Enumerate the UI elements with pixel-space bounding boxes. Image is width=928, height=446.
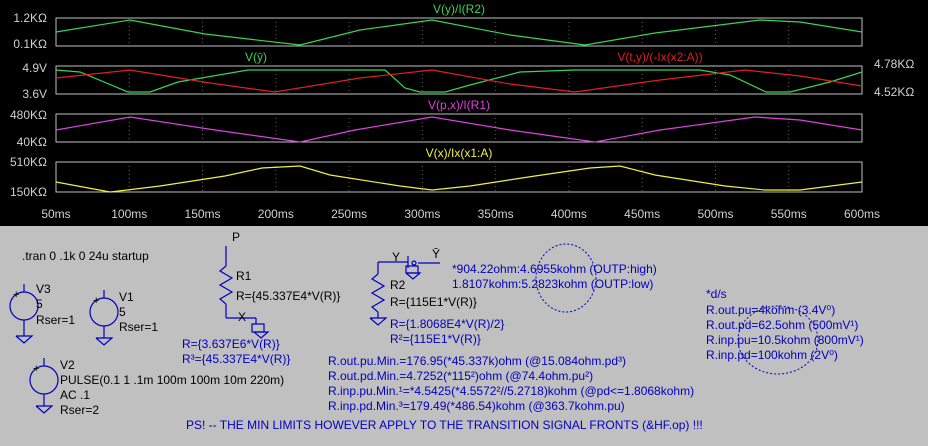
r1-symbol[interactable] bbox=[218, 246, 270, 339]
ds-line-5[interactable]: R.inp.pd=100kohm (2V⁰) bbox=[706, 348, 838, 362]
pane2-trace-label-left[interactable]: V(ӯ) bbox=[245, 50, 267, 64]
x-tick-label: 400ms bbox=[551, 207, 587, 221]
x-tick-label: 250ms bbox=[331, 207, 367, 221]
pane1-ybot-label: 0.1KΩ bbox=[13, 37, 47, 51]
x-tick-label: 550ms bbox=[771, 207, 807, 221]
x-axis-ticks: 50ms 100ms 150ms 200ms 250ms 300ms 350ms 400ms 4… bbox=[41, 207, 880, 221]
min-line-2[interactable]: R.out.pd.Min.=4.7252(*115²)ohm (@74.4ohm… bbox=[328, 369, 594, 383]
v3-value[interactable]: 5 bbox=[36, 297, 43, 311]
outp-highlight-ellipse bbox=[535, 243, 597, 313]
ds-line-4[interactable]: R.inp.pu=10.5kohm (800mV¹) bbox=[706, 333, 864, 347]
r2-name[interactable]: R2 bbox=[390, 278, 406, 292]
plot-svg: V(y)/I(R2) V(ӯ) V(t,y)/(-Ix(x2:A)) V(p,x… bbox=[10, 2, 914, 221]
pane1-ytop-label: 1.2KΩ bbox=[13, 11, 47, 25]
v1-plus-mark: + bbox=[93, 295, 99, 307]
pane2-ybot-label: 3.6V bbox=[22, 87, 47, 101]
v2-rser[interactable]: Rser=2 bbox=[60, 403, 100, 417]
trace-vy-over-ir2[interactable] bbox=[55, 19, 863, 46]
v2-name[interactable]: V2 bbox=[60, 358, 75, 372]
r1-name[interactable]: R1 bbox=[236, 269, 252, 283]
v3-rser[interactable]: Rser=1 bbox=[36, 313, 76, 327]
v2-symbol[interactable] bbox=[29, 358, 59, 414]
x-tick-label: 200ms bbox=[258, 207, 294, 221]
r1-expr1[interactable]: R={3.637E6*V(R)} bbox=[182, 337, 280, 351]
ds-line-3[interactable]: R.out.pd=62.5ohm (500mV¹) bbox=[706, 318, 859, 332]
node-x-label: X bbox=[238, 310, 247, 324]
min-line-3[interactable]: R.inp.pu.Min.¹=*4.5425(*4.5572²//5.2718)… bbox=[328, 384, 695, 398]
v1-value[interactable]: 5 bbox=[119, 305, 126, 319]
r2-symbol[interactable] bbox=[369, 256, 440, 326]
ds-line-2[interactable]: R.out.pu=4kohm (3.4V⁰) bbox=[706, 303, 836, 317]
trace-vty-over-ix2[interactable] bbox=[55, 69, 863, 93]
outp-line-1[interactable]: *904.22ohm:4.6955kohm (OUTP:high) bbox=[452, 262, 657, 276]
v1-symbol[interactable] bbox=[89, 290, 119, 346]
pane1-trace-label[interactable]: V(y)/I(R2) bbox=[433, 2, 485, 16]
r2-expr1[interactable]: R={1.8068E4*V(R)/2} bbox=[390, 317, 505, 331]
pane2-ybot-right-label: 4.52KΩ bbox=[874, 85, 914, 99]
trace-v-ybar[interactable] bbox=[55, 69, 863, 93]
pane2-trace-label-right[interactable]: V(t,y)/(-Ix(x2:A)) bbox=[617, 50, 702, 64]
v3-plus-mark: + bbox=[13, 289, 19, 301]
v2-plus-mark: + bbox=[33, 363, 39, 375]
node-p-label: P bbox=[232, 230, 241, 244]
ds-highlight-ellipse bbox=[737, 305, 819, 375]
r1-expr2[interactable]: R³={45.337E4*V(R)} bbox=[182, 352, 291, 366]
x-tick-label: 100ms bbox=[111, 207, 147, 221]
node-y-label: Y bbox=[392, 250, 401, 264]
x-tick-label: 500ms bbox=[697, 207, 733, 221]
v2-value[interactable]: PULSE(0.1 1 .1m 100m 100m 10m 220m) bbox=[60, 373, 285, 387]
v1-rser[interactable]: Rser=1 bbox=[119, 320, 159, 334]
r2-value[interactable]: R={115E1*V(R)} bbox=[390, 295, 477, 309]
trace-vpx-over-ir1[interactable] bbox=[55, 116, 863, 143]
node-ybar-label: Ȳ bbox=[432, 247, 441, 261]
pane2-ytop-right-label: 4.78KΩ bbox=[874, 57, 914, 71]
v3-symbol[interactable] bbox=[9, 284, 39, 344]
x-tick-label: 300ms bbox=[404, 207, 440, 221]
min-line-1[interactable]: R.out.pu.Min.=176.95(*45.337k)ohm (@15.0… bbox=[328, 354, 627, 368]
pane4-ybot-label: 150KΩ bbox=[10, 185, 47, 199]
pane4-trace-label[interactable]: V(x)/Ix(x1:A) bbox=[426, 146, 493, 160]
tran-directive[interactable]: .tran 0 .1k 0 24u startup bbox=[22, 249, 149, 263]
x-tick-label: 600ms bbox=[844, 207, 880, 221]
x-tick-label: 50ms bbox=[41, 207, 70, 221]
ds-line-1[interactable]: *d/s bbox=[706, 287, 727, 301]
v3-name[interactable]: V3 bbox=[36, 282, 51, 296]
pane4-ytop-label: 510KΩ bbox=[10, 155, 47, 169]
waveform-plot[interactable]: V(y)/I(R2) V(ӯ) V(t,y)/(-Ix(x2:A)) V(p,x… bbox=[0, 0, 928, 226]
x-tick-label: 350ms bbox=[478, 207, 514, 221]
pane3-trace-label[interactable]: V(p,x)/I(R1) bbox=[428, 98, 490, 112]
pane2-ytop-label: 4.9V bbox=[22, 61, 47, 75]
min-line-4[interactable]: R.inp.pd.Min.³=179.49(*486.54)kohm (@363… bbox=[328, 399, 625, 413]
trace-vx-over-ix1[interactable] bbox=[55, 165, 863, 193]
pane-frames bbox=[55, 17, 863, 193]
ps-note[interactable]: PS! -- THE MIN LIMITS HOWEVER APPLY TO T… bbox=[186, 418, 703, 432]
x-tick-label: 450ms bbox=[624, 207, 660, 221]
pane3-ytop-label: 480KΩ bbox=[10, 108, 47, 122]
r2-expr2[interactable]: R²={115E1*V(R)} bbox=[390, 332, 481, 346]
r1-value[interactable]: R={45.337E4*V(R)} bbox=[236, 289, 341, 303]
schematic-wires: + + + bbox=[9, 243, 819, 414]
v1-name[interactable]: V1 bbox=[119, 290, 134, 304]
pane3-ybot-label: 40KΩ bbox=[17, 135, 47, 149]
schematic-canvas[interactable]: + + + .tran 0 .1k 0 24u startup V3 5 Rse… bbox=[0, 226, 928, 446]
outp-line-2[interactable]: 1.8107kohm:5.2823kohm (OUTP:low) bbox=[452, 277, 654, 291]
x-tick-label: 150ms bbox=[185, 207, 221, 221]
v2-ac[interactable]: AC .1 bbox=[60, 388, 91, 402]
